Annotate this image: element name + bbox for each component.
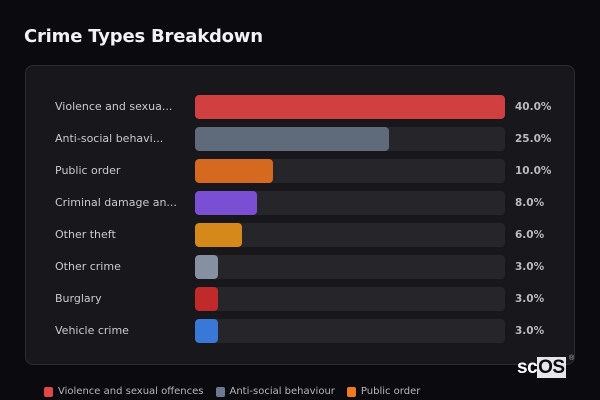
bar-fill[interactable] — [195, 319, 219, 343]
bar-fill[interactable] — [195, 287, 219, 311]
bar-track — [195, 223, 505, 247]
bar-label: Vehicle crime — [55, 324, 129, 337]
legend-swatch-icon — [346, 386, 356, 397]
bar-track — [195, 95, 505, 119]
bar-label: Public order — [55, 164, 121, 177]
bar-value: 6.0% — [515, 229, 545, 241]
bar-track — [195, 127, 505, 151]
bar-fill[interactable] — [195, 127, 389, 151]
bar-fill[interactable] — [195, 95, 505, 119]
chart-legend: Violence and sexual offences Anti-social … — [44, 386, 420, 397]
bar-track — [195, 191, 505, 215]
bar-row[interactable]: Other theft 6.0% — [26, 223, 574, 247]
bar-track — [195, 255, 505, 279]
bar-rows: Violence and sexua... 40.0% Anti-social be… — [26, 95, 574, 351]
bar-value: 40.0% — [515, 101, 552, 113]
chart-card: Violence and sexua... 40.0% Anti-social be… — [25, 65, 575, 365]
registered-mark: ® — [569, 355, 574, 362]
legend-label: Violence and sexual offences — [58, 386, 204, 397]
bar-row[interactable]: Criminal damage an... 8.0% — [26, 191, 574, 215]
legend-item[interactable]: Anti-social behaviour — [215, 386, 335, 397]
legend-label: Public order — [360, 386, 421, 397]
legend-swatch-icon — [44, 386, 53, 397]
bar-value: 3.0% — [515, 293, 545, 305]
bar-value: 3.0% — [515, 261, 545, 273]
bar-fill[interactable] — [195, 159, 273, 183]
legend-item[interactable]: Public order — [346, 386, 421, 397]
bar-label: Burglary — [55, 292, 102, 305]
bar-row[interactable]: Burglary 3.0% — [26, 287, 574, 311]
bar-row[interactable]: Other crime 3.0% — [26, 255, 574, 279]
bar-label: Violence and sexua... — [55, 100, 173, 113]
bar-label: Other crime — [55, 260, 121, 273]
bar-row[interactable]: Public order 10.0% — [26, 159, 574, 183]
bar-fill[interactable] — [195, 191, 257, 215]
legend-swatch-icon — [215, 386, 225, 397]
bar-track — [195, 287, 505, 311]
bar-track — [195, 319, 505, 343]
legend-label: Anti-social behaviour — [229, 386, 335, 397]
bar-value: 25.0% — [515, 133, 552, 145]
chart-title: Crime Types Breakdown — [24, 26, 263, 47]
bar-row[interactable]: Anti-social behavi... 25.0% — [26, 127, 574, 151]
bar-row[interactable]: Vehicle crime 3.0% — [26, 319, 574, 343]
bar-value: 8.0% — [515, 197, 545, 209]
bar-label: Other theft — [55, 228, 116, 241]
bar-track — [195, 159, 505, 183]
bar-label: Criminal damage an... — [55, 196, 177, 209]
logo-highlight: OS — [537, 357, 566, 378]
bar-fill[interactable] — [195, 223, 242, 247]
bar-value: 10.0% — [515, 165, 552, 177]
bar-label: Anti-social behavi... — [55, 132, 164, 145]
bar-fill[interactable] — [195, 255, 219, 279]
bar-row[interactable]: Violence and sexua... 40.0% — [26, 95, 574, 119]
legend-item[interactable]: Violence and sexual offences — [44, 386, 204, 397]
scos-logo: scOS ® — [517, 355, 574, 379]
bar-value: 3.0% — [515, 325, 545, 337]
logo-prefix: sc — [517, 357, 538, 378]
